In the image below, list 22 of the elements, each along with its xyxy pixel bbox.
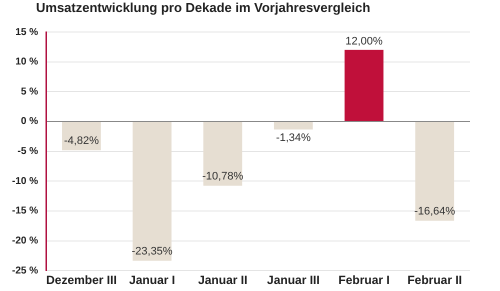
x-tick-label: Januar III	[267, 273, 320, 288]
y-tick-label: -20 %	[12, 236, 38, 247]
x-tick-label: Januar I	[129, 273, 176, 288]
data-label: -16,64%	[414, 205, 456, 218]
y-tick-label: -10 %	[12, 176, 38, 187]
data-label: 12,00%	[345, 35, 383, 48]
y-tick-label: -25 %	[12, 265, 38, 276]
y-tick-label: -15 %	[12, 206, 38, 217]
y-tick-label: 0 %	[20, 116, 38, 128]
y-tick-label: 10 %	[15, 56, 38, 68]
y-tick-label: -5 %	[18, 146, 38, 158]
x-tick-label: Februar II	[407, 273, 462, 288]
y-tick-label: 5 %	[20, 86, 38, 98]
data-label: -4,82%	[64, 134, 100, 147]
data-label: -10,78%	[202, 170, 244, 182]
x-tick-label: Februar I	[338, 273, 390, 288]
y-tick-label: 15 %	[15, 26, 38, 38]
data-label: -1,34%	[276, 132, 312, 144]
x-tick-label: Dezember III	[46, 273, 117, 288]
chart-title: Umsatzentwicklung pro Dekade im Vorjahresvergleich	[36, 0, 370, 15]
data-label: -23,35%	[132, 245, 173, 258]
x-tick-label: Januar II	[198, 273, 248, 288]
